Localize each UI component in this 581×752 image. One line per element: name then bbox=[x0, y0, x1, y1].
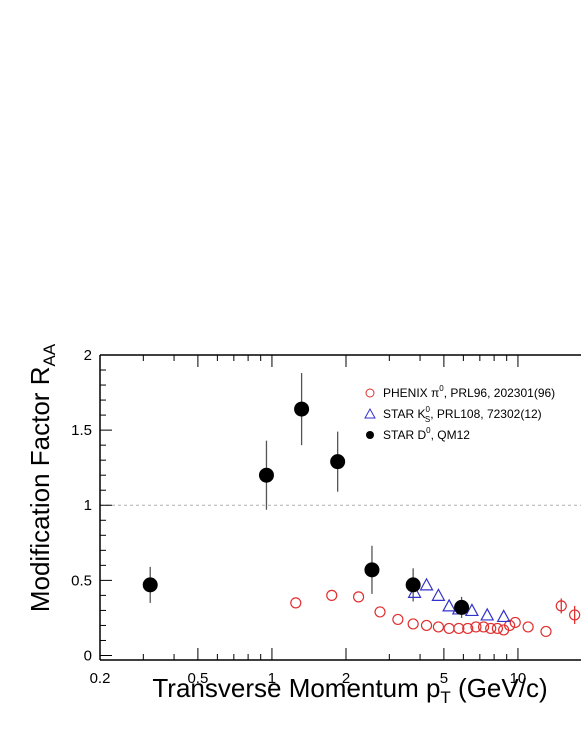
data-point-series-1 bbox=[522, 621, 534, 633]
legend-marker bbox=[364, 407, 376, 419]
y-tick-label: 1 bbox=[84, 497, 92, 514]
data-point-series-3 bbox=[405, 577, 421, 593]
x-tick-label: 0.5 bbox=[187, 670, 208, 687]
data-point-series-2 bbox=[431, 588, 446, 601]
data-point-series-1 bbox=[477, 621, 490, 633]
data-point-series-1 bbox=[392, 613, 404, 626]
x-tick-label: 10 bbox=[510, 670, 527, 687]
data-point-series-1 bbox=[462, 622, 474, 635]
data-point-series-2 bbox=[464, 603, 479, 617]
legend-marker bbox=[365, 388, 375, 398]
data-point-series-1 bbox=[407, 618, 419, 630]
data-point-series-3 bbox=[364, 562, 380, 578]
legend-marker bbox=[366, 431, 374, 439]
data-point-series-1 bbox=[352, 591, 365, 603]
data-point-series-1 bbox=[374, 606, 386, 618]
data-point-series-2 bbox=[419, 577, 434, 591]
legend-label: PHENIX π0, PRL96, 202301(96) bbox=[383, 384, 555, 400]
y-tick-label: 0 bbox=[84, 647, 92, 664]
data-point-series-3 bbox=[294, 401, 310, 417]
x-axis-label: Transverse Momentum pT (GeV/c) bbox=[152, 673, 547, 707]
y-tick-label: 0.5 bbox=[71, 572, 92, 589]
data-point-series-2 bbox=[496, 609, 511, 623]
data-point-series-3 bbox=[142, 577, 158, 593]
data-point-series-1 bbox=[326, 589, 338, 601]
legend-label: STAR D0, QM12 bbox=[383, 426, 470, 442]
data-point-series-3 bbox=[454, 599, 470, 615]
data-point-series-1 bbox=[491, 622, 503, 635]
data-point-series-1 bbox=[555, 600, 567, 612]
x-tick-label: 0.2 bbox=[90, 670, 111, 687]
data-point-series-1 bbox=[540, 625, 552, 638]
data-point-series-1 bbox=[470, 621, 482, 633]
data-point-series-3 bbox=[330, 454, 346, 470]
data-point-series-1 bbox=[432, 621, 445, 633]
y-tick-label: 1.5 bbox=[71, 422, 92, 439]
x-tick-label: 5 bbox=[440, 670, 448, 687]
data-point-series-3 bbox=[258, 467, 274, 483]
y-tick-label: 2 bbox=[84, 347, 92, 364]
data-point-series-1 bbox=[290, 597, 302, 609]
data-point-series-1 bbox=[485, 622, 497, 635]
data-point-series-1 bbox=[420, 619, 433, 632]
data-point-series-1 bbox=[453, 622, 465, 635]
data-point-series-1 bbox=[569, 609, 581, 621]
legend-label: STAR K0 S, PRL108, 72302(12) bbox=[383, 405, 542, 424]
y-axis-label: Modification Factor RAA bbox=[25, 343, 59, 612]
data-point-series-2 bbox=[480, 607, 495, 621]
data-point-series-1 bbox=[509, 616, 521, 629]
x-tick-label: 1 bbox=[268, 670, 276, 687]
data-point-series-2 bbox=[442, 598, 457, 612]
x-tick-label: 2 bbox=[342, 670, 350, 687]
